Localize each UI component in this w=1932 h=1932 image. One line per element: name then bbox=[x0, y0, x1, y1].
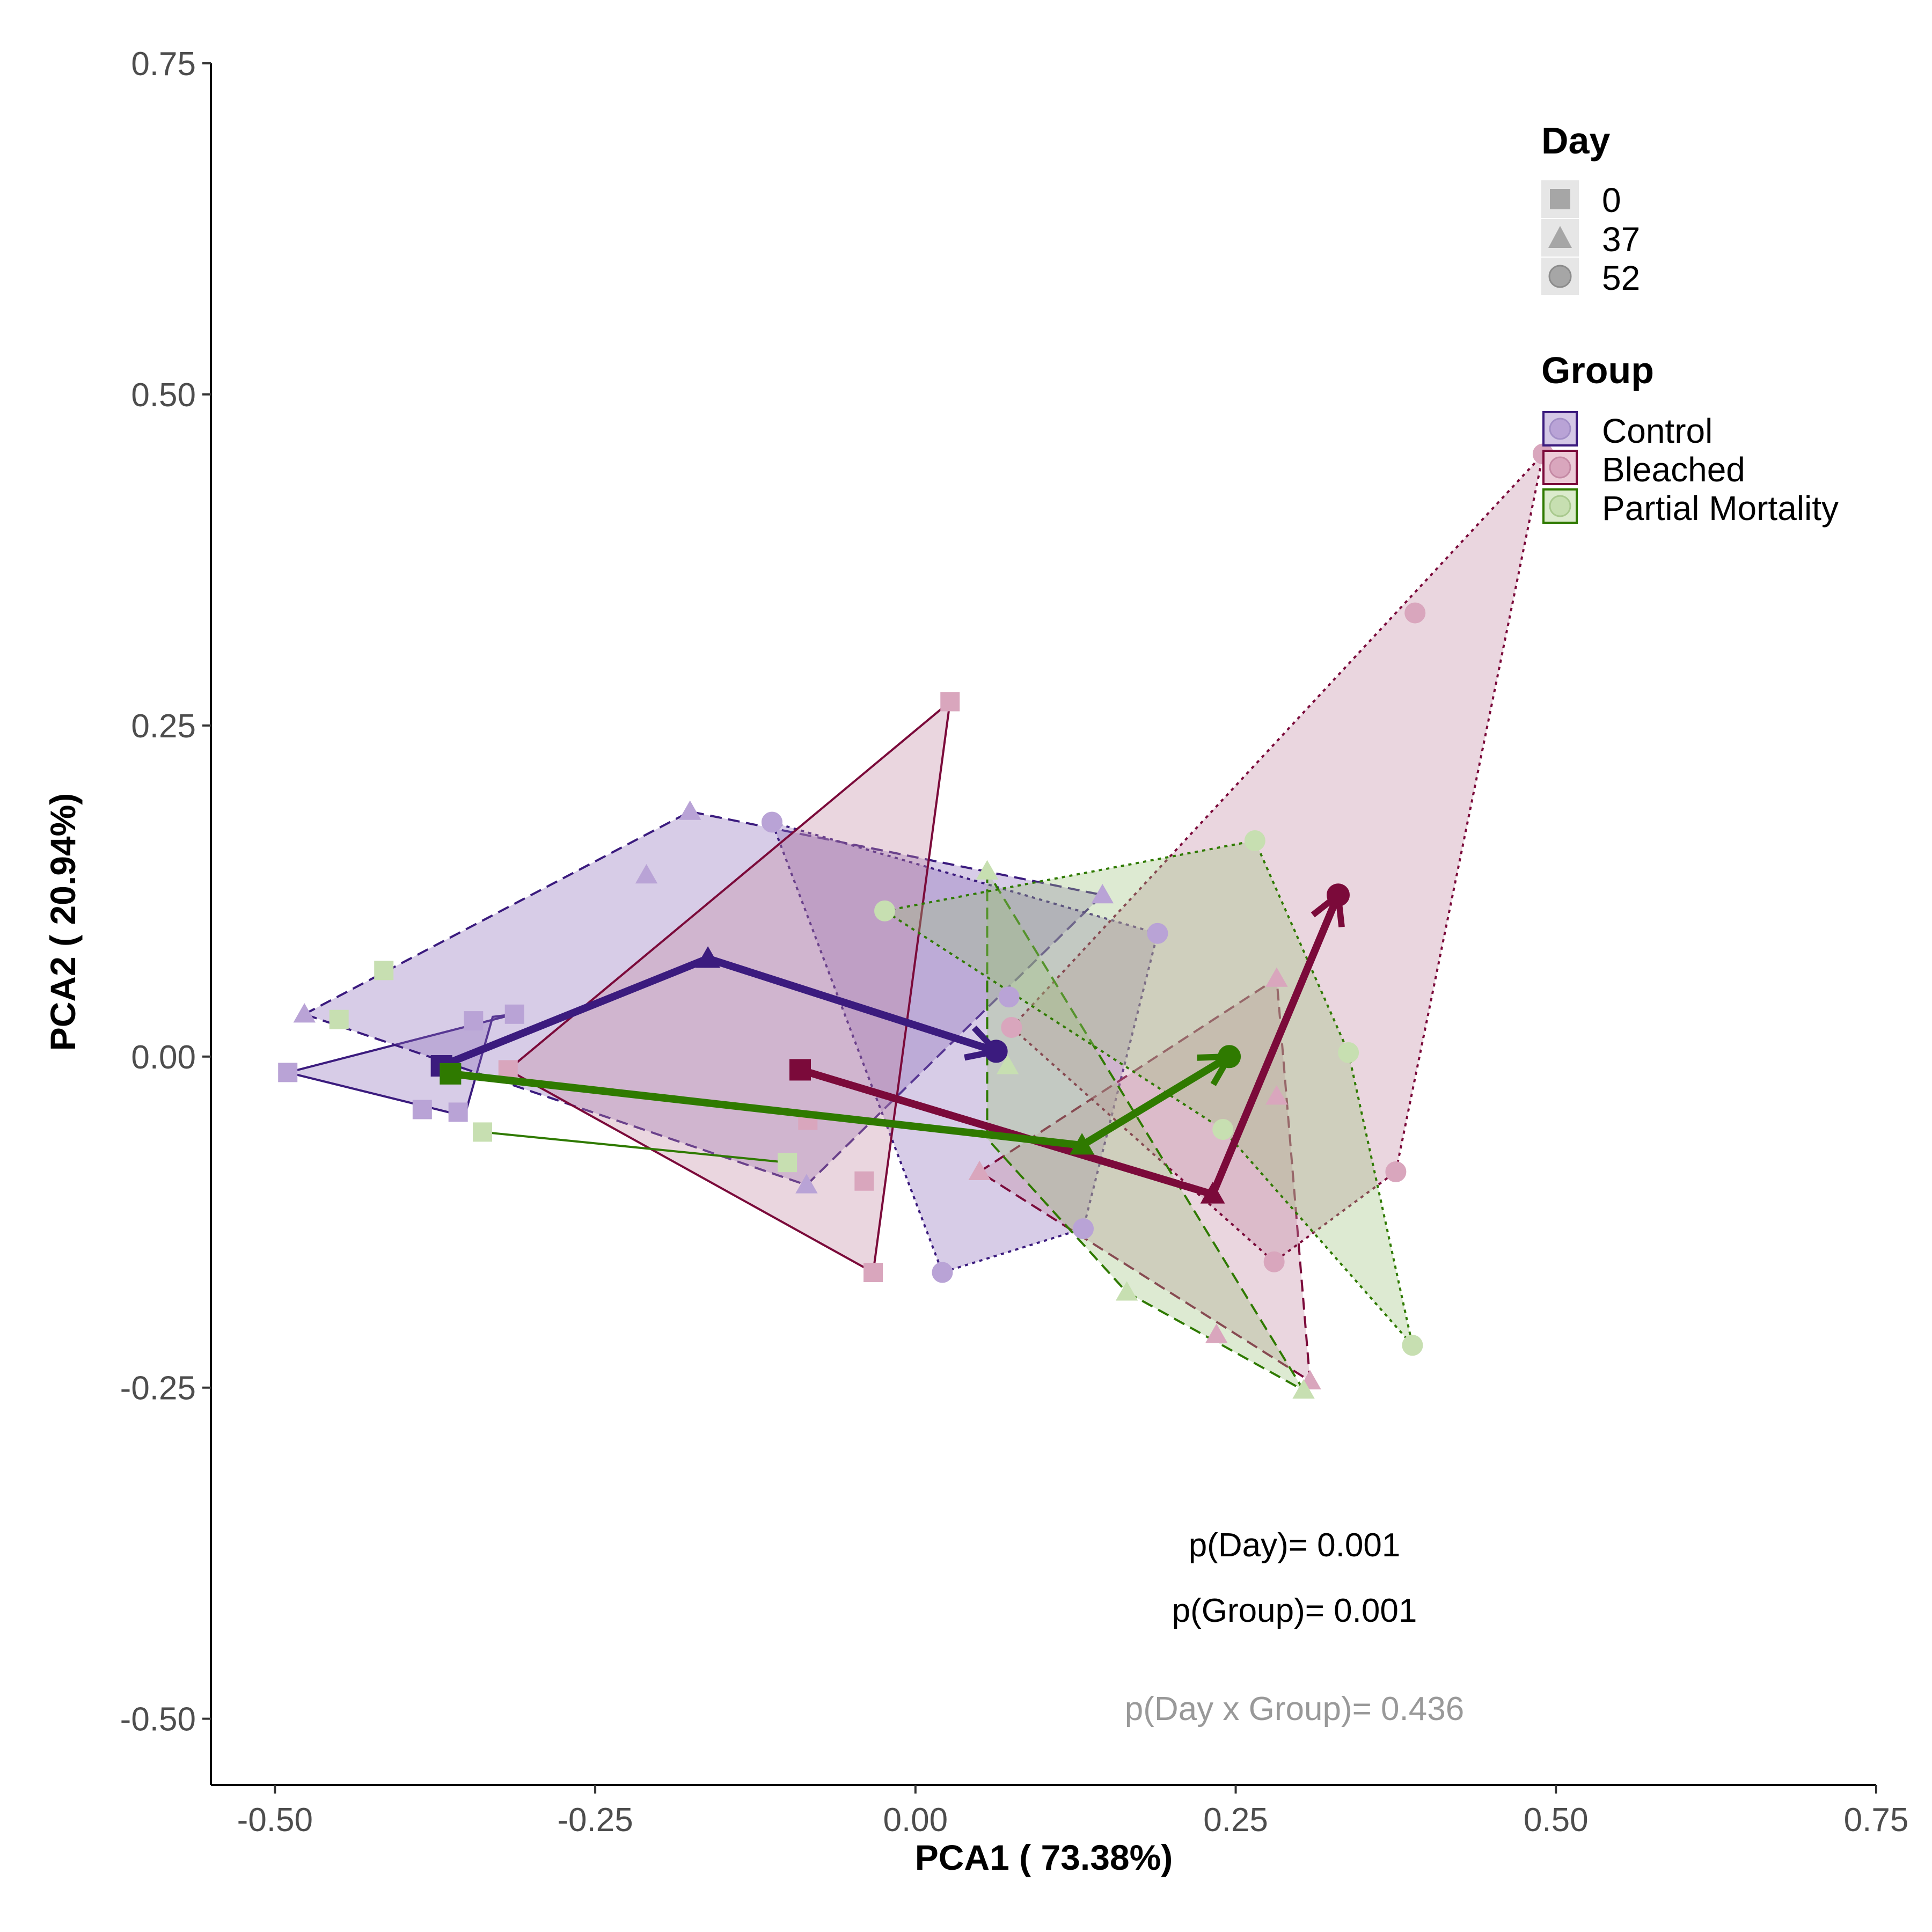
centroid-bleached-day-0 bbox=[789, 1059, 811, 1081]
legend-key-control bbox=[1542, 411, 1578, 447]
point-control-day-37 bbox=[679, 800, 701, 820]
point-control-day-0 bbox=[464, 1011, 484, 1031]
point-partial-mortality-day-37 bbox=[976, 860, 999, 880]
centroid-partial-mortality-day-37 bbox=[1070, 1133, 1095, 1155]
p-group-annotation: p(Group)= 0.001 bbox=[1172, 1592, 1417, 1629]
point-control-day-37 bbox=[795, 1174, 818, 1194]
point-bleached-day-37 bbox=[968, 1160, 991, 1180]
square-icon bbox=[1550, 189, 1570, 209]
point-partial-mortality-day-0 bbox=[374, 961, 394, 980]
day-legend: Day 0 37 52 bbox=[1541, 120, 1640, 297]
trajectory-partial-mortality-segment-2 bbox=[1078, 1052, 1229, 1150]
point-control-day-52 bbox=[1147, 923, 1168, 944]
point-bleached-day-0 bbox=[863, 1263, 883, 1283]
point-bleached-day-52 bbox=[1001, 1016, 1022, 1038]
point-control-day-52 bbox=[932, 1262, 953, 1283]
legend-dot-partial-mortality bbox=[1549, 495, 1571, 517]
p-interaction-annotation: p(Day x Group)= 0.436 bbox=[1125, 1690, 1464, 1728]
centroid-bleached-day-37 bbox=[1200, 1182, 1225, 1204]
point-partial-mortality-day-52 bbox=[874, 900, 896, 921]
centroid-partial-mortality-day-52 bbox=[1218, 1045, 1241, 1069]
day-legend-label-37: 37 bbox=[1602, 220, 1640, 259]
x-tick-label: -0.25 bbox=[557, 1802, 633, 1839]
point-control-day-37 bbox=[635, 863, 658, 884]
point-partial-mortality-day-52 bbox=[1338, 1042, 1359, 1063]
trajectory-layer bbox=[430, 883, 1350, 1204]
point-bleached-day-52 bbox=[1263, 1251, 1285, 1272]
axes bbox=[210, 63, 1876, 1786]
group-legend-label-partial-mortality: Partial Mortality bbox=[1602, 489, 1839, 528]
p-day-annotation: p(Day)= 0.001 bbox=[1189, 1527, 1401, 1564]
point-control-day-37 bbox=[293, 1003, 316, 1023]
trajectory-control-segment-2 bbox=[704, 955, 996, 1051]
point-bleached-day-37 bbox=[1265, 1085, 1288, 1105]
day-legend-label-52: 52 bbox=[1602, 259, 1640, 297]
point-bleached-day-0 bbox=[854, 1171, 874, 1191]
x-axis-title: PCA1 ( 73.38%) bbox=[915, 1838, 1173, 1877]
point-bleached-day-52 bbox=[1385, 1161, 1407, 1182]
legend-key-partial-mortality bbox=[1542, 488, 1578, 524]
point-control-day-0 bbox=[412, 1100, 432, 1119]
centroid-control-day-37 bbox=[696, 946, 721, 968]
x-tick-label: 0.75 bbox=[1844, 1802, 1909, 1839]
point-bleached-day-52 bbox=[1404, 602, 1426, 624]
point-partial-mortality-day-52 bbox=[1402, 1335, 1423, 1356]
point-control-day-0 bbox=[504, 1004, 524, 1024]
hull-bleached-day-0 bbox=[506, 699, 952, 1275]
group-legend-label-bleached: Bleached bbox=[1602, 450, 1745, 489]
point-control-day-52 bbox=[1072, 1218, 1094, 1240]
trajectory-bleached-segment-1 bbox=[796, 1066, 1217, 1198]
group-legend-label-control: Control bbox=[1602, 412, 1713, 450]
point-bleached-day-0 bbox=[940, 692, 960, 712]
point-partial-mortality-day-0 bbox=[778, 1153, 797, 1173]
y-axis-title: PCA2 ( 20.94%) bbox=[43, 793, 83, 1051]
x-tick-label: 0.50 bbox=[1524, 1802, 1589, 1839]
point-partial-mortality-day-37 bbox=[1115, 1281, 1138, 1301]
tick-layer: -0.50 -0.25 0.00 0.25 0.50 0.75 -0.50 -0.25 0.00… bbox=[120, 46, 1909, 1839]
trajectory-bleached-segment-2 bbox=[1209, 895, 1338, 1198]
point-partial-mortality-day-0 bbox=[329, 1009, 349, 1029]
legend-dot-control bbox=[1549, 418, 1571, 440]
point-partial-mortality-day-37 bbox=[1292, 1379, 1315, 1399]
point-partial-mortality-day-52 bbox=[1244, 830, 1265, 852]
point-bleached-day-37 bbox=[1265, 967, 1288, 987]
centroid-control-day-52 bbox=[984, 1040, 1008, 1063]
trajectory-partial-mortality-segment-1 bbox=[447, 1070, 1086, 1150]
hull-control-day-37 bbox=[302, 810, 1105, 1187]
circle-icon bbox=[1548, 265, 1572, 288]
centroid-bleached-day-52 bbox=[1326, 883, 1350, 907]
legend-dot-bleached bbox=[1549, 456, 1571, 479]
y-tick-label: 0.75 bbox=[131, 46, 196, 83]
hull-partial-mortality-day-0 bbox=[482, 1131, 788, 1164]
centroid-partial-mortality-day-0 bbox=[440, 1063, 462, 1085]
y-tick-label: -0.50 bbox=[120, 1701, 196, 1738]
day-legend-title: Day bbox=[1541, 120, 1610, 162]
hull-layer bbox=[287, 450, 1545, 1394]
group-legend: Group Control Bleached Partial Mortality bbox=[1541, 349, 1839, 528]
hull-control-day-0 bbox=[287, 1013, 515, 1118]
x-tick-label: 0.25 bbox=[1203, 1802, 1268, 1839]
point-control-day-0 bbox=[448, 1102, 468, 1122]
point-control-day-37 bbox=[1091, 884, 1114, 904]
point-partial-mortality-day-52 bbox=[1212, 1118, 1234, 1140]
point-partial-mortality-day-0 bbox=[473, 1122, 493, 1142]
y-tick-label: 0.25 bbox=[131, 708, 196, 745]
point-partial-mortality-day-37 bbox=[996, 1055, 1019, 1074]
group-legend-title: Group bbox=[1541, 349, 1654, 391]
x-tick-label: 0.00 bbox=[883, 1802, 948, 1839]
x-tick-label: -0.50 bbox=[237, 1802, 313, 1839]
point-control-day-52 bbox=[761, 811, 782, 833]
day-legend-label-0: 0 bbox=[1602, 181, 1621, 219]
trajectory-control-segment-1 bbox=[437, 955, 712, 1070]
y-tick-label: -0.25 bbox=[120, 1370, 196, 1407]
point-control-day-52 bbox=[998, 986, 1020, 1008]
y-tick-label: 0.00 bbox=[131, 1039, 196, 1076]
point-bleached-day-37 bbox=[1205, 1323, 1228, 1343]
point-control-day-0 bbox=[278, 1063, 298, 1082]
y-tick-label: 0.50 bbox=[131, 377, 196, 414]
triangle-icon bbox=[1548, 226, 1572, 248]
